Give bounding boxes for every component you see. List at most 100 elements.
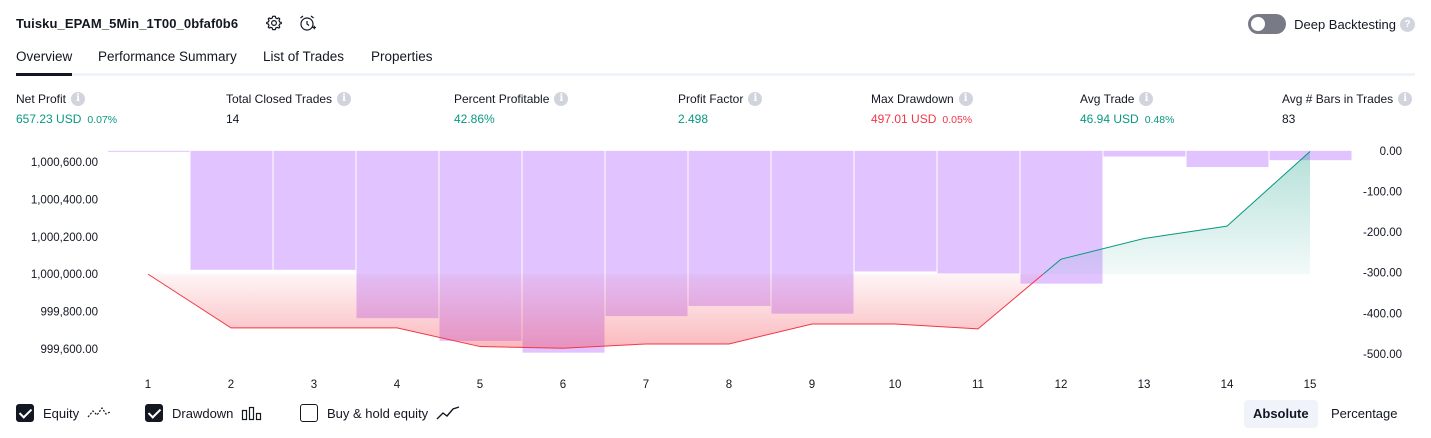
tab-overview[interactable]: Overview: [16, 49, 73, 76]
drawdown-checkbox[interactable]: [145, 404, 163, 422]
equity-checkbox[interactable]: [16, 404, 34, 422]
right-axis-tick-label: 0.00: [1380, 146, 1402, 158]
absolute-scale-button[interactable]: Absolute: [1244, 400, 1318, 428]
right-axis-tick-label: -400.00: [1363, 308, 1402, 320]
equity-drawdown-chart[interactable]: 1,000,600.00 1,000,400.00 1,000,200.00 1,00…: [0, 140, 1431, 398]
report-tabs: Overview Performance Summary List of Tra…: [16, 46, 1415, 76]
alarm-clock-plus-icon[interactable]: [297, 13, 317, 33]
drawdown-bar: [1186, 150, 1269, 168]
left-axis-tick-label: 999,800.00: [40, 306, 98, 318]
right-axis-tick-label: -100.00: [1363, 186, 1402, 198]
x-axis-tick-label: 4: [394, 379, 401, 391]
metric-net-profit: Net Profit i 657.23 USD 0.07%: [16, 92, 117, 126]
x-axis-tick-label: 8: [726, 379, 732, 391]
metric-value: 83: [1282, 112, 1296, 126]
chart-legend: Equity Drawdown Buy & hold equity Absolu…: [0, 398, 1431, 430]
metric-percent: 0.05%: [942, 114, 973, 126]
metric-percent: 0.48%: [1144, 114, 1175, 126]
metric-total-closed-trades: Total Closed Trades i 14: [226, 92, 352, 126]
info-icon[interactable]: i: [1398, 92, 1413, 106]
buy-hold-line-icon: [436, 406, 460, 420]
strategy-header: Tuisku_EPAM_5Min_1T00_0bfaf0b6 Deep Back…: [0, 0, 1431, 46]
drawdown-bar: [1269, 150, 1352, 161]
left-axis-tick-label: 1,000,200.00: [31, 232, 98, 244]
metric-max-drawdown: Max Drawdown i 497.01 USD 0.05%: [871, 92, 973, 126]
metric-label: Net Profit: [16, 92, 67, 106]
metric-value: 46.94 USD: [1080, 112, 1139, 126]
right-axis-tick-label: -200.00: [1363, 227, 1402, 239]
x-axis-tick-label: 2: [228, 379, 234, 391]
x-axis-tick-label: 6: [560, 379, 566, 391]
drawdown-bar: [1103, 150, 1186, 157]
info-icon[interactable]: i: [337, 92, 352, 106]
tab-properties[interactable]: Properties: [371, 49, 433, 64]
equity-line-below: [147, 273, 1044, 349]
metric-percent-profitable: Percent Profitable i 42.86%: [454, 92, 569, 126]
tab-performance-summary[interactable]: Performance Summary: [98, 49, 237, 64]
percentage-scale-button[interactable]: Percentage: [1331, 406, 1398, 421]
equity-line-above: [1042, 151, 1311, 275]
left-axis-tick-label: 1,000,600.00: [31, 157, 98, 169]
x-axis-tick-label: 1: [145, 379, 151, 391]
left-axis-tick-label: 1,000,400.00: [31, 194, 98, 206]
buy-hold-checkbox[interactable]: [300, 404, 318, 422]
x-axis-tick-label: 10: [889, 379, 902, 391]
x-axis-tick-label: 5: [477, 379, 483, 391]
metric-value: 497.01 USD: [871, 112, 937, 126]
left-axis-tick-label: 1,000,000.00: [31, 269, 98, 281]
question-icon[interactable]: ?: [1400, 16, 1415, 32]
legend-drawdown[interactable]: Drawdown: [145, 404, 263, 422]
deep-backtesting-control: Deep Backtesting ?: [1248, 13, 1415, 35]
x-axis-tick-label: 15: [1304, 379, 1317, 391]
strategy-title: Tuisku_EPAM_5Min_1T00_0bfaf0b6: [16, 16, 239, 31]
legend-equity[interactable]: Equity: [16, 404, 111, 422]
equity-line-icon: [87, 406, 111, 418]
metric-label: Max Drawdown: [871, 92, 954, 106]
metrics-row: Net Profit i 657.23 USD 0.07% Total Closed…: [0, 92, 1431, 132]
left-axis-tick-label: 999,600.00: [40, 344, 98, 356]
metric-label: Percent Profitable: [454, 92, 550, 106]
legend-label: Drawdown: [172, 405, 234, 421]
x-axis-tick-label: 14: [1221, 379, 1234, 391]
metric-profit-factor: Profit Factor i 2.498: [678, 92, 763, 126]
right-axis-tick-label: -500.00: [1363, 349, 1402, 361]
info-icon[interactable]: i: [554, 92, 569, 106]
info-icon[interactable]: i: [71, 92, 86, 106]
x-axis-tick-label: 7: [643, 379, 649, 391]
metric-label: Profit Factor: [678, 92, 744, 106]
drawdown-bar: [937, 150, 1020, 274]
equity-gain-area: [1043, 151, 1310, 275]
x-axis-tick-label: 11: [972, 379, 984, 391]
right-axis-tick-label: -300.00: [1363, 268, 1402, 280]
x-axis-tick-label: 13: [1138, 379, 1151, 391]
metric-label: Avg # Bars in Trades: [1282, 92, 1394, 106]
x-axis-tick-label: 9: [809, 379, 815, 391]
info-icon[interactable]: i: [1139, 92, 1154, 106]
metric-avg-bars-in-trades: Avg # Bars in Trades i 83: [1282, 92, 1413, 126]
metric-percent: 0.07%: [87, 114, 118, 126]
drawdown-bar: [273, 150, 356, 270]
metric-value: 657.23 USD: [16, 112, 82, 126]
x-axis-tick-label: 3: [311, 379, 317, 391]
drawdown-bar: [854, 150, 937, 272]
deep-backtesting-toggle[interactable]: [1248, 14, 1287, 34]
info-icon[interactable]: i: [958, 92, 973, 106]
metric-value: 2.498: [678, 112, 709, 126]
legend-label: Buy & hold equity: [327, 405, 429, 421]
drawdown-bar: [108, 150, 190, 152]
equity-loss-area: [148, 274, 1044, 349]
metric-value: 14: [226, 112, 240, 126]
drawdown-bar: [190, 150, 273, 270]
tab-list-of-trades[interactable]: List of Trades: [263, 49, 345, 64]
legend-buy-hold-equity[interactable]: Buy & hold equity: [300, 404, 460, 422]
info-icon[interactable]: i: [748, 92, 763, 106]
gear-icon[interactable]: [264, 13, 284, 33]
x-axis-tick-label: 12: [1055, 379, 1068, 391]
deep-backtesting-label: Deep Backtesting: [1294, 16, 1396, 32]
toggle-knob: [1251, 17, 1266, 31]
drawdown-bars-icon: [242, 406, 262, 421]
metric-label: Avg Trade: [1080, 92, 1135, 106]
legend-label: Equity: [43, 405, 80, 421]
metric-label: Total Closed Trades: [226, 92, 333, 106]
metric-avg-trade: Avg Trade i 46.94 USD 0.48%: [1080, 92, 1174, 126]
